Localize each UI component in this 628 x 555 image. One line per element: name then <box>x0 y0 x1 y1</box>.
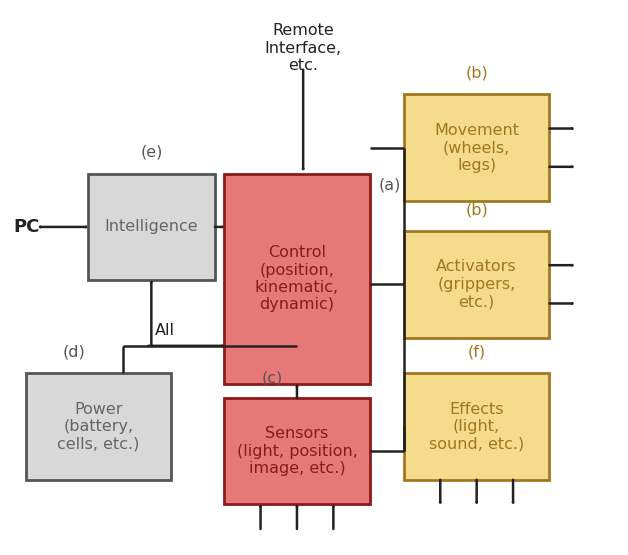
Text: Effects
(light,
sound, etc.): Effects (light, sound, etc.) <box>429 402 524 451</box>
Text: Control
(position,
kinematic,
dynamic): Control (position, kinematic, dynamic) <box>255 245 339 312</box>
Text: (b): (b) <box>465 203 488 218</box>
Text: (d): (d) <box>63 345 85 360</box>
FancyBboxPatch shape <box>404 94 550 201</box>
FancyBboxPatch shape <box>224 398 370 504</box>
Text: Power
(battery,
cells, etc.): Power (battery, cells, etc.) <box>58 402 140 451</box>
Text: (c): (c) <box>261 371 283 386</box>
Text: Activators
(grippers,
etc.): Activators (grippers, etc.) <box>436 259 517 309</box>
Text: (b): (b) <box>465 65 488 80</box>
FancyBboxPatch shape <box>224 174 370 384</box>
FancyBboxPatch shape <box>26 373 171 480</box>
Text: Movement
(wheels,
legs): Movement (wheels, legs) <box>434 123 519 173</box>
FancyBboxPatch shape <box>88 174 215 280</box>
Text: Sensors
(light, position,
image, etc.): Sensors (light, position, image, etc.) <box>237 426 357 476</box>
Text: PC: PC <box>13 218 40 236</box>
Text: (a): (a) <box>379 177 401 192</box>
FancyBboxPatch shape <box>404 373 550 480</box>
Text: Remote
Interface,
etc.: Remote Interface, etc. <box>264 23 342 73</box>
Text: (e): (e) <box>140 145 163 160</box>
Text: (f): (f) <box>468 345 485 360</box>
Text: Intelligence: Intelligence <box>104 219 198 234</box>
Text: All: All <box>154 322 175 337</box>
FancyBboxPatch shape <box>404 231 550 337</box>
